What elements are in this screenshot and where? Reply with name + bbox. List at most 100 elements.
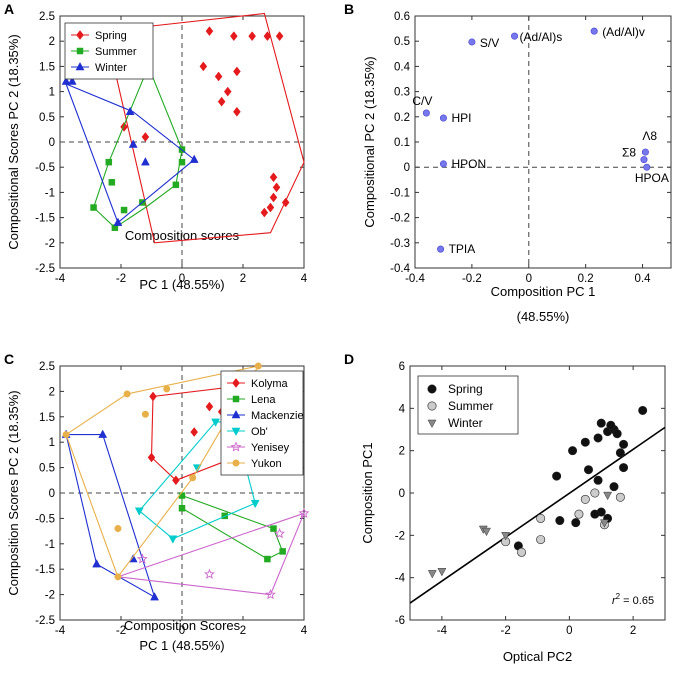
data-point <box>190 427 199 437</box>
y-tick-label: 2.5 <box>39 361 55 373</box>
y-tick-label: 1 <box>49 87 55 99</box>
data-point <box>254 362 262 370</box>
loading-label: (Ad/Al)s <box>520 30 563 44</box>
y-axis-label: Compositional PC 2 (18.35%) <box>362 56 377 227</box>
legend-marker <box>232 395 240 403</box>
x-tick-label: 0 <box>566 625 572 637</box>
y-tick-label: 2 <box>49 386 55 398</box>
data-point <box>583 465 593 475</box>
loading-label: Σ8 <box>622 146 636 160</box>
data-point <box>172 475 180 486</box>
loading-label: S/V <box>480 36 499 50</box>
y-tick-label: 1.5 <box>39 61 55 73</box>
legend-marker <box>232 459 240 467</box>
data-point <box>279 548 286 555</box>
data-point <box>123 390 131 398</box>
data-point <box>178 504 186 512</box>
x-tick-label: 4 <box>301 273 308 285</box>
loading-label: C/V <box>412 94 432 108</box>
data-point <box>265 588 276 600</box>
data-point <box>580 494 590 504</box>
y-tick-label: 1.5 <box>39 412 55 424</box>
legend-label: Yukon <box>251 458 282 470</box>
data-point <box>147 452 156 463</box>
data-point <box>67 76 77 85</box>
data-point <box>603 491 613 501</box>
y-tick-label: 2.5 <box>39 11 55 23</box>
data-point <box>619 463 629 473</box>
data-point <box>214 71 223 82</box>
data-point <box>178 158 186 166</box>
data-point <box>134 507 144 516</box>
data-point <box>600 519 609 528</box>
data-point <box>590 509 600 519</box>
data-point <box>205 26 214 37</box>
y-tick-label: -4 <box>395 573 406 585</box>
data-point <box>517 547 527 557</box>
data-point <box>250 499 260 509</box>
data-point <box>120 121 128 132</box>
data-point <box>606 420 616 430</box>
data-point <box>555 516 565 526</box>
panel-C: -4 -2 0 2 4 -2.5 -2 -1.5 -1 -0.5 0 0.5 1 1.5 2 2.5 C Comp… <box>4 351 310 653</box>
y-tick-label: 2 <box>399 446 405 458</box>
hull-outline <box>65 434 156 599</box>
x-tick-label: -4 <box>55 625 66 637</box>
data-point <box>260 207 269 218</box>
y-tick-label: -6 <box>395 615 405 627</box>
panel-B: -0.4 -0.2 0 0.2 0.4 -0.4 -0.3 -0.2 -0.1 0 0.1 0.2 0.… <box>344 1 672 324</box>
legend-label: Spring <box>448 382 483 396</box>
loading-point <box>468 38 476 46</box>
loading-point <box>643 163 651 171</box>
loading-point <box>511 32 519 40</box>
series-yenisey <box>117 507 310 600</box>
x-tick-label: 2 <box>240 625 246 637</box>
y-tick-label: 0 <box>49 137 55 149</box>
x-tick-label: 4 <box>301 625 308 637</box>
legend-label: Summer <box>448 399 493 413</box>
data-point <box>163 385 171 393</box>
data-point <box>275 31 284 42</box>
loading-label: Λ8 <box>642 129 657 143</box>
x-tick-label: 0 <box>179 273 185 285</box>
legend-label: Summer <box>95 46 137 58</box>
loading-point <box>439 160 447 168</box>
loading-label: HPI <box>451 111 471 125</box>
data-point <box>596 418 606 428</box>
y-tick-label: -1.5 <box>35 564 55 576</box>
data-point <box>638 405 648 415</box>
y-tick-label: -1.5 <box>35 213 55 225</box>
x-axis-label-line2: (48.55%) <box>517 309 570 324</box>
data-point <box>140 157 150 166</box>
data-point <box>571 518 581 528</box>
data-point <box>266 202 275 213</box>
loading-point <box>422 109 430 117</box>
x-axis-label: Composition PC 1 <box>491 284 596 299</box>
panel-letter: A <box>4 1 14 17</box>
loading-label: (Ad/Al)v <box>602 25 645 39</box>
legend-label: Spring <box>95 30 127 42</box>
series-winter <box>61 76 199 226</box>
data-point <box>217 96 226 107</box>
legend-marker <box>231 427 241 437</box>
data-point <box>199 61 208 72</box>
y-tick-label: -0.1 <box>390 187 410 199</box>
x-tick-label: -2 <box>116 625 126 637</box>
loading-label: HPOA <box>635 171 669 185</box>
loading-label: HPON <box>451 157 486 171</box>
r-squared-annotation: r2 = 0.65 <box>612 592 654 607</box>
legend-marker <box>427 384 437 394</box>
y-tick-label: -0.4 <box>390 263 410 275</box>
data-point <box>574 509 584 519</box>
data-point <box>233 66 241 77</box>
x-tick-label: 0 <box>179 625 185 637</box>
x-axis-label: Optical PC2 <box>503 649 572 664</box>
r-superscript: 2 <box>616 592 621 601</box>
y-tick-label: 2 <box>49 36 55 48</box>
data-point <box>211 418 220 427</box>
data-point <box>263 31 272 42</box>
x-axis-label-line2: PC 1 (48.55%) <box>139 638 224 653</box>
y-tick-label: 0.5 <box>39 112 55 124</box>
data-point <box>281 197 290 208</box>
data-point <box>568 446 578 456</box>
